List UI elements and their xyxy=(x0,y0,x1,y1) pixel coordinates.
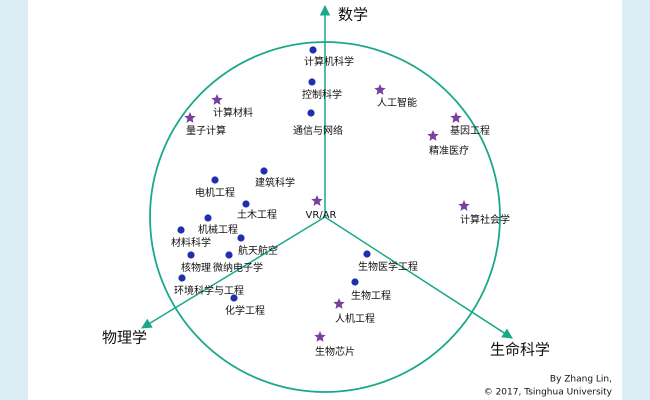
node-label: 精准医疗 xyxy=(429,144,469,157)
node-label: 人工智能 xyxy=(377,96,417,109)
node-label: 化学工程 xyxy=(225,304,265,317)
star-marker xyxy=(311,195,323,206)
node-label: 控制科学 xyxy=(302,88,342,101)
dot-marker xyxy=(363,250,371,258)
star-marker xyxy=(333,298,345,309)
dot-marker xyxy=(307,109,315,117)
dot-marker xyxy=(187,251,195,259)
node-label: 量子计算 xyxy=(186,124,226,137)
credit: © 2017, Tsinghua University xyxy=(484,388,613,398)
node-label: 土木工程 xyxy=(237,208,277,221)
dot-marker xyxy=(351,278,359,286)
star-marker xyxy=(211,94,223,105)
node-label: 基因工程 xyxy=(450,124,490,137)
node-label: 核物理 xyxy=(181,261,211,274)
dot-marker xyxy=(211,176,219,184)
node-label: 微纳电子学 xyxy=(213,261,263,274)
axis-label: 数学 xyxy=(338,6,368,24)
dot-marker xyxy=(237,234,245,242)
star-marker xyxy=(427,130,439,141)
star-marker xyxy=(184,112,196,123)
node-label: 材料科学 xyxy=(171,236,211,249)
node-label: 计算材料 xyxy=(213,106,253,119)
dot-marker xyxy=(178,274,186,282)
credit: By Zhang Lin, xyxy=(550,375,612,385)
star-marker xyxy=(458,200,470,211)
node-label: 通信与网络 xyxy=(293,124,343,137)
dot-marker xyxy=(230,294,238,302)
dot-marker xyxy=(177,226,185,234)
node-label: 环境科学与工程 xyxy=(174,284,244,297)
star-marker xyxy=(314,331,326,342)
node-label: 计算机科学 xyxy=(304,55,354,68)
axis-line xyxy=(141,216,326,329)
node-label: 人机工程 xyxy=(335,312,375,325)
axis-label: 物理学 xyxy=(102,329,147,347)
axis-lines xyxy=(141,4,513,339)
star-marker xyxy=(450,112,462,123)
dot-marker xyxy=(204,214,212,222)
node-label: 计算社会学 xyxy=(460,213,510,226)
node-label: 生物芯片 xyxy=(315,345,355,358)
node-label: 机械工程 xyxy=(198,223,238,236)
dot-marker xyxy=(225,251,233,259)
node-label: 航天航空 xyxy=(238,244,278,257)
dot-marker xyxy=(308,78,316,86)
star-marker xyxy=(374,84,386,95)
node-label: 生物工程 xyxy=(351,289,391,302)
node-label: VR/AR xyxy=(306,210,337,221)
node-label: 电机工程 xyxy=(195,186,235,199)
dot-marker xyxy=(309,46,317,54)
node-label: 建筑科学 xyxy=(255,176,295,189)
axis-label: 生命科学 xyxy=(490,341,550,359)
node-label: 生物医学工程 xyxy=(358,260,418,273)
axis-line xyxy=(324,216,513,339)
dot-marker xyxy=(260,167,268,175)
dot-marker xyxy=(242,200,250,208)
